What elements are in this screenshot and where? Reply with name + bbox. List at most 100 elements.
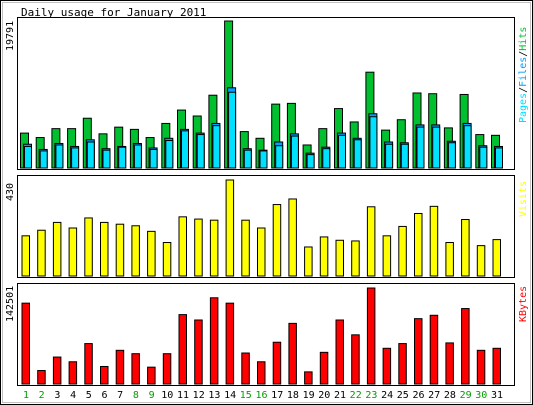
pages-bar-day-8: [133, 144, 142, 169]
visits-bar-day-23: [366, 206, 376, 277]
day-label-26: 26: [412, 390, 424, 401]
kbytes-bar-day-22: [351, 334, 360, 385]
panel-top-max-label: 19791: [5, 21, 16, 51]
day-label-29: 29: [460, 390, 472, 401]
pages-bar-day-30: [479, 146, 488, 169]
visits-bar-day-10: [162, 242, 172, 277]
kbytes-bar-day-11: [178, 314, 187, 385]
kbytes-bar-day-3: [52, 356, 62, 385]
legend-top-part-1: /: [518, 87, 529, 93]
visits-bar-day-16: [257, 227, 266, 277]
visits-bar-day-17: [272, 204, 282, 277]
visits-bar-day-4: [68, 227, 78, 277]
pages-bar-day-24: [385, 143, 394, 169]
visits-bar-day-24: [382, 235, 392, 277]
day-labels: 1 2 3 4 5 6 7 8 9 10 11 12 13 14 15 16 17 18 19 20 21 22 23 24 2…: [23, 390, 503, 401]
visits-bar-day-7: [115, 223, 125, 277]
pages-bar-day-3: [55, 144, 64, 169]
day-label-27: 27: [428, 390, 440, 401]
panel-bot-max-label: 142501: [5, 286, 16, 322]
pages-bar-day-5: [86, 141, 95, 169]
panel-hits-files-pages: 19791 Pages/Files/Hits: [5, 17, 529, 170]
day-label-24: 24: [381, 390, 393, 401]
day-label-22: 22: [350, 390, 362, 401]
pages-bar-day-18: [290, 135, 299, 169]
pages-bar-day-12: [196, 134, 205, 169]
pages-bar-day-31: [495, 147, 503, 169]
pages-bar-day-7: [118, 146, 127, 169]
day-label-17: 17: [271, 390, 283, 401]
day-label-2: 2: [39, 390, 45, 401]
pages-bar-day-26: [416, 126, 425, 169]
visits-bar-day-19: [304, 246, 313, 277]
day-label-4: 4: [70, 390, 76, 401]
visits-bar-day-15: [241, 219, 250, 277]
kbytes-bar-day-14: [225, 302, 235, 385]
kbytes-bar-day-8: [131, 353, 140, 385]
legend-top-part-3: /: [518, 51, 529, 57]
day-label-16: 16: [255, 390, 267, 401]
kbytes-bar-day-7: [115, 349, 125, 385]
panel-mid-max-label: 430: [5, 183, 16, 201]
pages-bar-day-11: [181, 130, 189, 169]
pages-bar-day-6: [102, 149, 111, 169]
kbytes-bar-day-31: [492, 347, 501, 385]
visits-bar-day-9: [147, 230, 156, 277]
pages-bar-day-23: [369, 116, 378, 169]
kbytes-bar-day-2: [37, 370, 46, 385]
day-label-11: 11: [177, 390, 189, 401]
panel-bot-frame: [17, 283, 515, 386]
day-label-30: 30: [475, 390, 487, 401]
visits-bar-day-25: [398, 225, 407, 277]
kbytes-bar-day-19: [304, 371, 313, 385]
day-label-9: 9: [149, 390, 155, 401]
pages-bar-day-10: [165, 140, 174, 169]
day-label-23: 23: [365, 390, 377, 401]
kbytes-bar-day-15: [241, 352, 250, 385]
chart-title: Daily usage for January 2011: [21, 6, 206, 19]
kbytes-bar-day-17: [272, 341, 282, 385]
kbytes-bar-day-9: [147, 366, 156, 385]
pages-bar-day-17: [275, 145, 284, 169]
day-label-14: 14: [224, 390, 236, 401]
panel-visits: 430 Visits: [5, 175, 529, 278]
kbytes-bar-day-27: [429, 314, 439, 385]
visits-bar-day-2: [37, 229, 46, 277]
kbytes-bar-day-4: [68, 361, 78, 385]
visits-bar-day-27: [429, 205, 439, 277]
panel-mid-legend: Visits: [518, 181, 529, 217]
kbytes-bar-day-10: [162, 353, 172, 385]
pages-bar-day-14: [228, 91, 237, 169]
panel-bot-legend: KBytes: [518, 286, 529, 322]
pages-bar-day-19: [306, 154, 315, 169]
pages-bar-day-2: [39, 150, 48, 169]
visits-bar-day-1: [21, 235, 30, 277]
kbytes-bar-day-30: [476, 349, 486, 385]
kbytes-bar-day-21: [335, 319, 344, 385]
pages-bar-day-15: [243, 149, 252, 169]
pages-bar-day-13: [212, 125, 221, 169]
day-label-28: 28: [444, 390, 456, 401]
day-label-25: 25: [397, 390, 409, 401]
day-label-18: 18: [287, 390, 299, 401]
kbytes-bar-day-16: [257, 361, 266, 385]
visits-bar-day-26: [414, 212, 423, 277]
kbytes-bar-day-18: [288, 322, 297, 385]
legend-top-part-4: Hits: [518, 27, 529, 51]
visits-bar-day-6: [100, 221, 109, 277]
day-label-6: 6: [101, 390, 107, 401]
panel-top-legend: Pages/Files/Hits: [518, 27, 529, 123]
pages-bar-day-16: [259, 150, 268, 169]
visits-bar-day-28: [445, 242, 454, 277]
day-label-10: 10: [161, 390, 173, 401]
panel-kbytes: 142501 KBytes: [5, 283, 529, 386]
panel-top-frame: [17, 17, 515, 170]
visits-bar-day-8: [131, 225, 140, 277]
pages-bar-day-27: [432, 126, 441, 169]
kbytes-bar-day-29: [461, 308, 470, 385]
pages-bar-day-9: [149, 148, 158, 169]
day-label-7: 7: [117, 390, 123, 401]
visits-bar-day-30: [476, 245, 486, 277]
